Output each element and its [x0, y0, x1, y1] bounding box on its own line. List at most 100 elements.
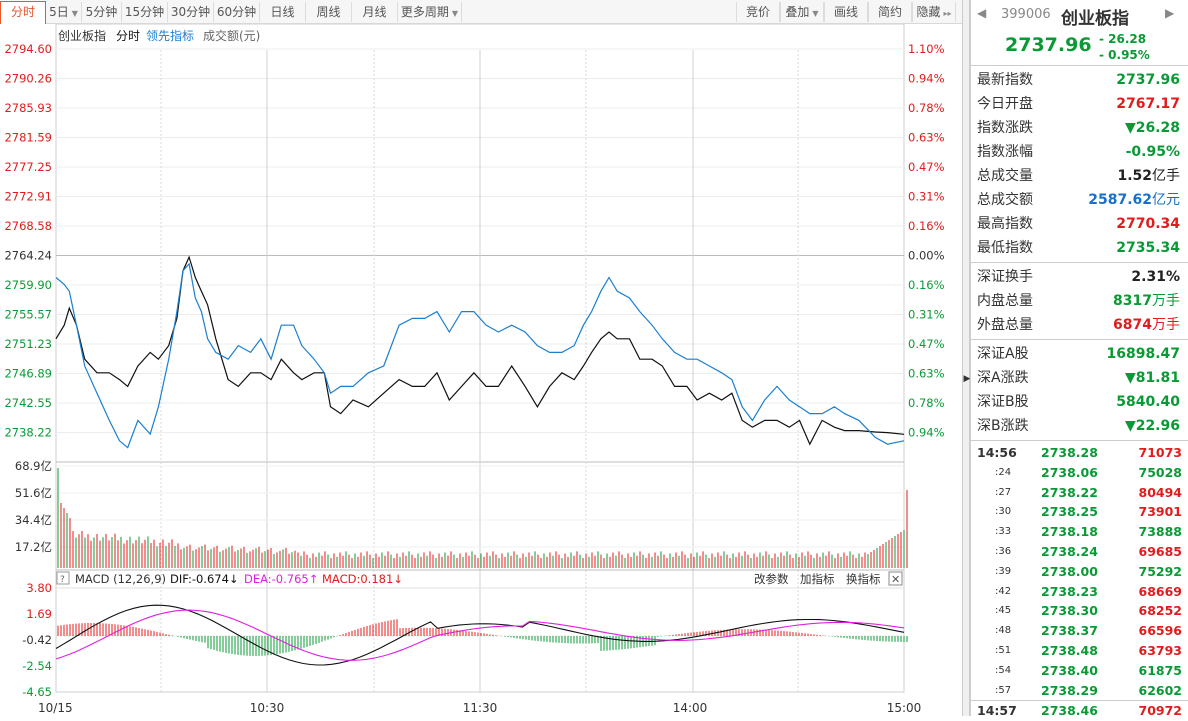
tick-volume: 73888 — [1138, 524, 1183, 540]
tick-volume: 71073 — [1138, 445, 1183, 460]
intraday-chart[interactable]: 创业板指 分时 领先指标 成交额(元) 2794.60 1.10% 2790.26 0.94%… — [0, 24, 962, 716]
tab-label: 分时 — [10, 5, 35, 19]
tick-volume: 80494 — [1138, 484, 1183, 500]
quote-label: 内盘总量 — [977, 293, 1033, 309]
macd-value: MACD:0.181↓ — [322, 572, 403, 586]
quote-value: 8317万手 — [1113, 289, 1180, 313]
close-macd-button[interactable] — [888, 571, 903, 586]
tick-price: 2738.30 — [1041, 603, 1098, 619]
price-tick-label: 2738.22 — [4, 426, 52, 440]
tick-time: :36 — [995, 545, 1012, 557]
quote-group-volume: 深证换手 2.31% 内盘总量 8317万手 外盘总量 6874万手 — [971, 263, 1188, 340]
toolbar-button-label: 竞价 — [745, 5, 770, 19]
macd-tick-label: 1.69 — [26, 607, 52, 621]
quote-unit: 万手 — [1152, 317, 1180, 333]
tick-volume: 75028 — [1138, 464, 1183, 480]
macd-button-2[interactable]: 换指标 — [846, 572, 881, 586]
toolbar-button-label: 画线 — [833, 5, 858, 19]
macd-button-0[interactable]: 改参数 — [754, 572, 789, 586]
quote-row: 深B涨跌 ▼22.96 — [971, 414, 1188, 438]
volume-tick-label: 51.6亿 — [15, 486, 52, 500]
quote-value: ▼22.96 — [1125, 414, 1180, 438]
quote-row: 指数涨幅 -0.95% — [971, 140, 1188, 164]
quote-row: 指数涨跌 ▼26.28 — [971, 116, 1188, 140]
tab-2[interactable]: 5分钟 — [82, 2, 122, 22]
tick-price: 2738.22 — [1041, 484, 1098, 500]
quote-label: 深A涨跌 — [977, 370, 1029, 386]
macd-dif: DIF:-0.674↓ — [170, 572, 239, 586]
tick-time: 14:56 — [977, 445, 1017, 460]
tick-list[interactable]: 14:56 2738.28 71073:24 2738.06 75028:27 2738.… — [971, 441, 1188, 720]
quote-value: 6874万手 — [1113, 313, 1180, 337]
quote-unit: 亿手 — [1152, 168, 1180, 184]
tab-8[interactable]: 月线 — [352, 2, 398, 22]
tick-row: :27 2738.22 80494 — [971, 483, 1188, 503]
next-stock-icon[interactable]: ▶ — [1165, 6, 1175, 20]
quote-value: 2767.17 — [1116, 92, 1180, 116]
price-tick-label: 2768.58 — [4, 219, 52, 233]
tick-row: 14:57 2738.46 70972 — [971, 700, 1188, 720]
tab-6[interactable]: 日线 — [260, 2, 306, 22]
quote-group-index: 最新指数 2737.96 今日开盘 2767.17 指数涨跌 ▼26.28 指数涨幅 -0.9… — [971, 66, 1188, 263]
macd-dea: DEA:-0.765↑ — [244, 572, 318, 586]
quote-value: 1.52亿手 — [1117, 164, 1180, 188]
tab-4[interactable]: 30分钟 — [168, 2, 214, 22]
tab-label: 5分钟 — [85, 5, 118, 19]
macd-tick-label: -4.65 — [22, 685, 52, 699]
quote-label: 深证换手 — [977, 269, 1033, 285]
period-toolbar: 分时 5日 ▼ 5分钟 15分钟 30分钟 60分钟 日线 周线 月线 更多周期 ▼ 竞价 叠加 ▼ 画线 简约… — [0, 0, 962, 24]
toolbar-button-2[interactable]: 画线 — [824, 2, 868, 22]
tab-3[interactable]: 15分钟 — [122, 2, 168, 22]
quote-value: -0.95% — [1126, 140, 1180, 164]
toolbar-button-1[interactable]: 叠加 ▼ — [780, 2, 824, 22]
panel-splitter[interactable]: ▶ — [962, 0, 970, 716]
tick-volume: 68669 — [1138, 583, 1183, 599]
quote-value: ▼26.28 — [1125, 116, 1180, 140]
pct-tick-label: 0.78% — [908, 396, 945, 410]
quote-value: ▼81.81 — [1125, 366, 1180, 390]
macd-button-1[interactable]: 加指标 — [800, 572, 835, 586]
chevron-down-icon: ▼ — [71, 9, 78, 18]
quote-unit: 亿元 — [1152, 192, 1180, 208]
tab-5[interactable]: 60分钟 — [214, 2, 260, 22]
tab-label: 日线 — [270, 5, 295, 19]
quote-panel: ◀ 399006 创业板指 ▶ 2737.96 - 26.28 - 0.95% … — [970, 0, 1188, 718]
prev-stock-icon[interactable]: ◀ — [977, 6, 987, 20]
time-axis-label: 10/15 — [38, 701, 73, 715]
quote-label: 总成交额 — [977, 192, 1033, 208]
close-icon: ✕ — [891, 573, 900, 586]
expand-panel-icon[interactable]: ▶ — [963, 374, 971, 384]
tab-0[interactable]: 分时 — [0, 1, 46, 24]
tab-7[interactable]: 周线 — [306, 2, 352, 22]
quote-number: 2737.96 — [1116, 72, 1180, 88]
tick-time: :45 — [995, 605, 1012, 617]
tick-volume: 63793 — [1138, 642, 1183, 658]
tick-time: :27 — [995, 486, 1012, 498]
tick-volume: 68252 — [1138, 603, 1183, 619]
tab-label: 月线 — [362, 5, 387, 19]
quote-number: 6874 — [1113, 317, 1152, 333]
pct-tick-label: 0.94% — [908, 72, 945, 86]
tick-volume: 73901 — [1138, 504, 1183, 520]
tab-label: 5日 — [49, 5, 69, 19]
toolbar-button-4[interactable]: 隐藏 ▸▸ — [912, 2, 956, 22]
quote-row: 深证A股 16898.47 — [971, 342, 1188, 366]
tick-price: 2738.37 — [1041, 623, 1098, 639]
quote-label: 最高指数 — [977, 216, 1033, 232]
pct-tick-label: 0.31% — [908, 308, 945, 322]
tick-volume: 66596 — [1138, 623, 1183, 639]
toolbar-button-3[interactable]: 简约 — [868, 2, 912, 22]
price-change: - 26.28 - 0.95% — [1099, 31, 1150, 63]
quote-value: 2587.62亿元 — [1088, 188, 1180, 212]
toolbar-button-0[interactable]: 竞价 — [736, 2, 780, 22]
tick-price: 2738.23 — [1041, 583, 1098, 599]
tick-price: 2738.29 — [1041, 682, 1098, 698]
quote-number: ▼26.28 — [1124, 120, 1180, 136]
quote-number: 5840.40 — [1116, 394, 1180, 410]
tab-9[interactable]: 更多周期 ▼ — [398, 2, 462, 22]
tick-price: 2738.28 — [1041, 445, 1098, 460]
tick-time: 14:57 — [977, 703, 1017, 719]
tab-1[interactable]: 5日 ▼ — [46, 2, 82, 22]
quote-row: 深证B股 5840.40 — [971, 390, 1188, 414]
pct-tick-label: 0.31% — [908, 190, 945, 204]
